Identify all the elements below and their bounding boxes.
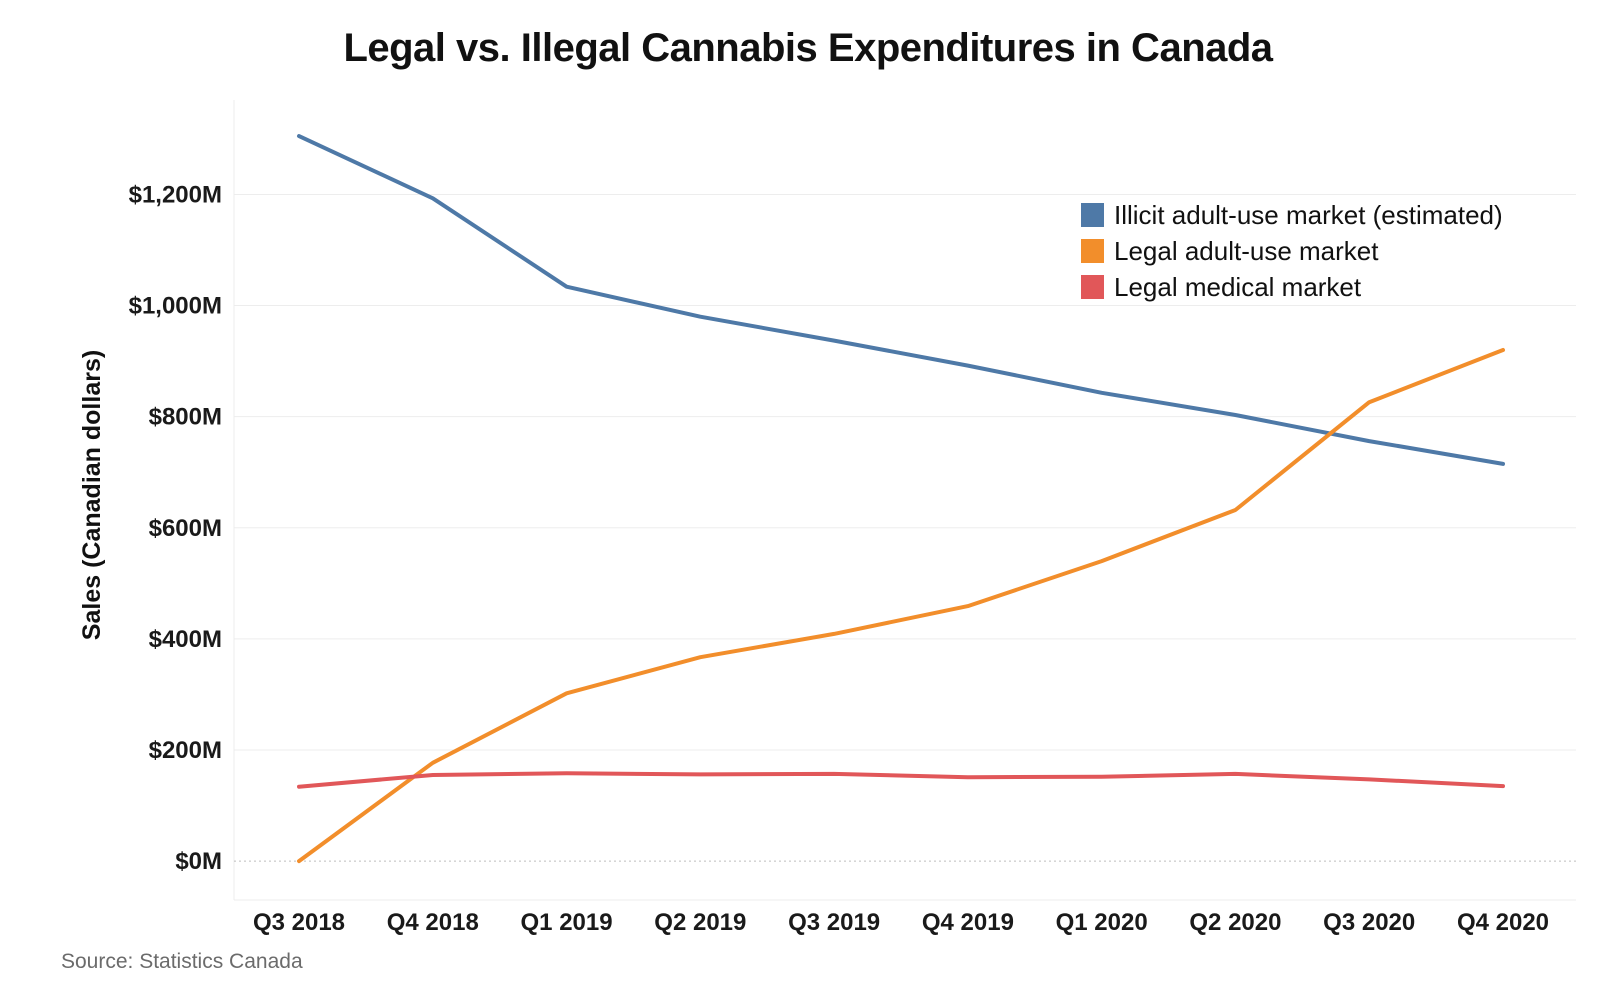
x-tick-label: Q4 2018 bbox=[387, 909, 479, 936]
x-tick-label: Q2 2020 bbox=[1189, 909, 1281, 936]
y-tick-label: $400M bbox=[149, 626, 222, 653]
x-tick-label: Q4 2019 bbox=[922, 909, 1014, 936]
source-note: Source: Statistics Canada bbox=[61, 950, 303, 973]
series-line-2 bbox=[297, 771, 1505, 789]
x-tick-label: Q2 2019 bbox=[654, 909, 746, 936]
series-line-1 bbox=[297, 348, 1505, 864]
x-tick-label: Q1 2020 bbox=[1056, 909, 1148, 936]
plot-area-background bbox=[234, 100, 1576, 900]
y-tick-label: $800M bbox=[149, 404, 222, 431]
x-tick-label: Q3 2018 bbox=[253, 909, 345, 936]
legend-label: Legal medical market bbox=[1114, 272, 1362, 302]
legend-swatch bbox=[1081, 203, 1104, 227]
legend-label: Legal adult-use market bbox=[1114, 236, 1379, 266]
x-tick-label: Q4 2020 bbox=[1457, 909, 1549, 936]
y-tick-label: $0M bbox=[175, 848, 222, 875]
legend-swatch bbox=[1081, 239, 1104, 263]
y-tick-label: $200M bbox=[149, 737, 222, 764]
y-tick-label: $600M bbox=[149, 515, 222, 542]
x-axis-ticks: Q3 2018 Q4 2018 Q1 2019 Q2 2019 Q3 2019 Q4 20… bbox=[253, 909, 1549, 936]
legend-label: Illicit adult-use market (estimated) bbox=[1114, 200, 1503, 230]
legend-swatch bbox=[1081, 275, 1104, 299]
chart-title: Legal vs. Illegal Cannabis Expenditures … bbox=[343, 26, 1273, 70]
series-line-0 bbox=[297, 134, 1505, 466]
x-tick-label: Q3 2020 bbox=[1323, 909, 1415, 936]
series-lines bbox=[297, 134, 1505, 864]
y-axis-title: Sales (Canadian dollars) bbox=[78, 350, 106, 640]
y-tick-label: $1,000M bbox=[129, 293, 222, 320]
x-tick-label: Q1 2019 bbox=[521, 909, 613, 936]
x-tick-label: Q3 2019 bbox=[788, 909, 880, 936]
y-tick-label: $1,200M bbox=[129, 181, 222, 208]
legend: Illicit adult-use market (estimated) Lega… bbox=[1081, 200, 1503, 302]
y-axis-ticks: $0M $200M $400M $600M $800M $1,000M $1,200M bbox=[129, 181, 222, 875]
